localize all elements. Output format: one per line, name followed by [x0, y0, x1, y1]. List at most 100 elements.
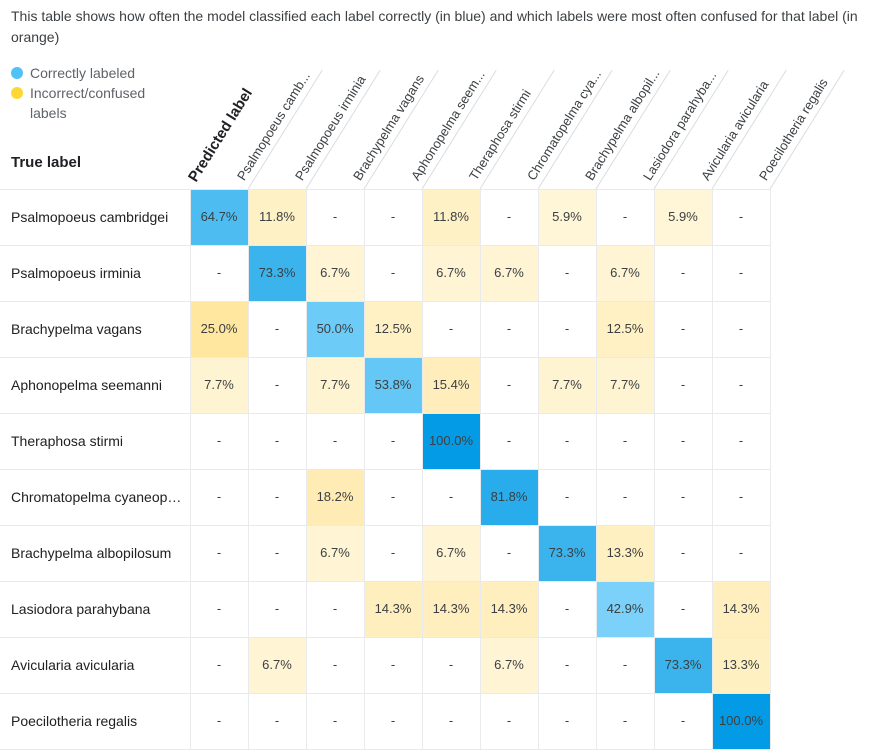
matrix-cell-confused: 13.3%	[712, 637, 770, 693]
matrix-cell-empty: -	[622, 489, 628, 504]
matrix-cell-correct: 50.0%	[306, 301, 364, 357]
matrix-cell-empty: -	[390, 489, 396, 504]
column-divider-line	[479, 70, 555, 190]
matrix-cell-empty: -	[622, 209, 628, 224]
matrix-cell-empty: -	[680, 265, 686, 280]
matrix-cell-empty: -	[738, 265, 744, 280]
matrix-cell-confused: 12.5%	[596, 301, 654, 357]
row-label: Avicularia avicularia	[11, 657, 135, 673]
matrix-cell-confused: 11.8%	[248, 189, 306, 245]
legend-dot-incorrect-icon	[11, 87, 23, 99]
matrix-cell-empty: -	[564, 601, 570, 616]
matrix-cell-confused: 7.7%	[596, 357, 654, 413]
matrix-cell-empty: -	[680, 377, 686, 392]
grid-line-vertical	[654, 189, 655, 749]
matrix-cell-confused: 5.9%	[538, 189, 596, 245]
column-divider-line	[537, 70, 613, 190]
matrix-cell-confused: 7.7%	[306, 357, 364, 413]
table-row: Poecilotheria regalis - - - - - - - - - 100.0%	[0, 693, 771, 749]
matrix-cell-empty: -	[448, 321, 454, 336]
legend: Correctly labeled Incorrect/confused lab…	[11, 63, 180, 121]
matrix-cell-empty: -	[680, 489, 686, 504]
matrix-cell-empty: -	[738, 377, 744, 392]
true-label-heading: True label	[11, 154, 82, 171]
matrix-cell-empty: -	[448, 489, 454, 504]
grid-line-vertical	[364, 189, 365, 749]
matrix-cell-empty: -	[506, 545, 512, 560]
table-row: Brachypelma albopilosum - - 6.7% - 6.7% - 73.3%…	[0, 525, 771, 581]
legend-label-correct: Correctly labeled	[30, 65, 136, 81]
matrix-cell-correct: 100.0%	[712, 693, 770, 749]
row-label: Lasiodora parahybana	[11, 601, 151, 617]
row-label: Brachypelma vagans	[11, 321, 142, 337]
matrix-cell-correct: 100.0%	[422, 413, 480, 469]
matrix-cell-empty: -	[390, 209, 396, 224]
matrix-cell-empty: -	[738, 433, 744, 448]
matrix-cell-confused: 6.7%	[422, 245, 480, 301]
grid-line-vertical	[422, 189, 423, 749]
matrix-cell-empty: -	[506, 713, 512, 728]
matrix-cell-empty: -	[564, 657, 570, 672]
matrix-cell-correct: 42.9%	[596, 581, 654, 637]
matrix-cell-confused: 14.3%	[364, 581, 422, 637]
column-divider-line	[653, 70, 729, 190]
matrix-cell-empty: -	[680, 321, 686, 336]
row-label: Aphonopelma seemanni	[11, 377, 162, 393]
matrix-cell-empty: -	[274, 321, 280, 336]
legend-dot-correct-icon	[11, 67, 23, 79]
matrix-cell-confused: 7.7%	[190, 357, 248, 413]
matrix-cell-confused: 25.0%	[190, 301, 248, 357]
matrix-cell-empty: -	[332, 209, 338, 224]
matrix-cell-empty: -	[274, 489, 280, 504]
grid-line-horizontal	[0, 245, 770, 246]
column-divider-line	[421, 70, 497, 190]
table-row: Avicularia avicularia - 6.7% - - - 6.7% - - 73.3%…	[0, 637, 771, 693]
matrix-cell-correct: 53.8%	[364, 357, 422, 413]
matrix-cell-confused: 6.7%	[480, 637, 538, 693]
grid-line-horizontal	[0, 749, 770, 750]
column-divider-line	[711, 70, 787, 190]
matrix-cell-empty: -	[564, 489, 570, 504]
matrix-cell-empty: -	[274, 433, 280, 448]
matrix-cell-empty: -	[390, 713, 396, 728]
matrix-cell-confused: 6.7%	[480, 245, 538, 301]
grid-line-horizontal	[0, 469, 770, 470]
matrix-cell-empty: -	[390, 545, 396, 560]
matrix-cell-correct: 64.7%	[190, 189, 248, 245]
grid-line-horizontal	[0, 413, 770, 414]
table-row: Lasiodora parahybana - - -14.3% 14.3% 14.3% -4…	[0, 581, 771, 637]
matrix-cell-empty: -	[738, 321, 744, 336]
column-divider-line	[769, 70, 845, 190]
matrix-cell-empty: -	[506, 377, 512, 392]
grid-line-horizontal	[0, 525, 770, 526]
grid-line-horizontal	[0, 637, 770, 638]
row-label: Theraphosa stirmi	[11, 433, 124, 449]
legend-item-correct: Correctly labeled	[11, 63, 180, 83]
table-row: Psalmopoeus irminia -73.3% 6.7% -6.7% 6.7% -6…	[0, 245, 771, 301]
matrix-cell-empty: -	[738, 209, 744, 224]
column-divider-line	[247, 70, 323, 190]
matrix-cell-correct: 73.3%	[654, 637, 712, 693]
matrix-cell-empty: -	[390, 265, 396, 280]
matrix-cell-empty: -	[274, 601, 280, 616]
matrix-cell-empty: -	[332, 601, 338, 616]
table-description: This table shows how often the model cla…	[11, 8, 858, 45]
matrix-cell-correct: 73.3%	[248, 245, 306, 301]
matrix-cell-confused: 12.5%	[364, 301, 422, 357]
grid-line-horizontal	[0, 357, 770, 358]
matrix-cell-correct: 81.8%	[480, 469, 538, 525]
column-divider-line	[595, 70, 671, 190]
matrix-cell-empty: -	[216, 601, 222, 616]
matrix-cell-empty: -	[506, 321, 512, 336]
matrix-cell-empty: -	[390, 433, 396, 448]
matrix-cell-empty: -	[332, 433, 338, 448]
grid-line-horizontal	[0, 301, 770, 302]
column-divider-line	[363, 70, 439, 190]
matrix-cell-empty: -	[680, 433, 686, 448]
row-label: Psalmopoeus cambridgei	[11, 209, 169, 225]
matrix-cell-empty: -	[738, 545, 744, 560]
table-row: Theraphosa stirmi - - - - 100.0% - - - - -	[0, 413, 771, 469]
grid-line-vertical	[712, 189, 713, 749]
matrix-cell-confused: 11.8%	[422, 189, 480, 245]
matrix-cell-empty: -	[216, 489, 222, 504]
